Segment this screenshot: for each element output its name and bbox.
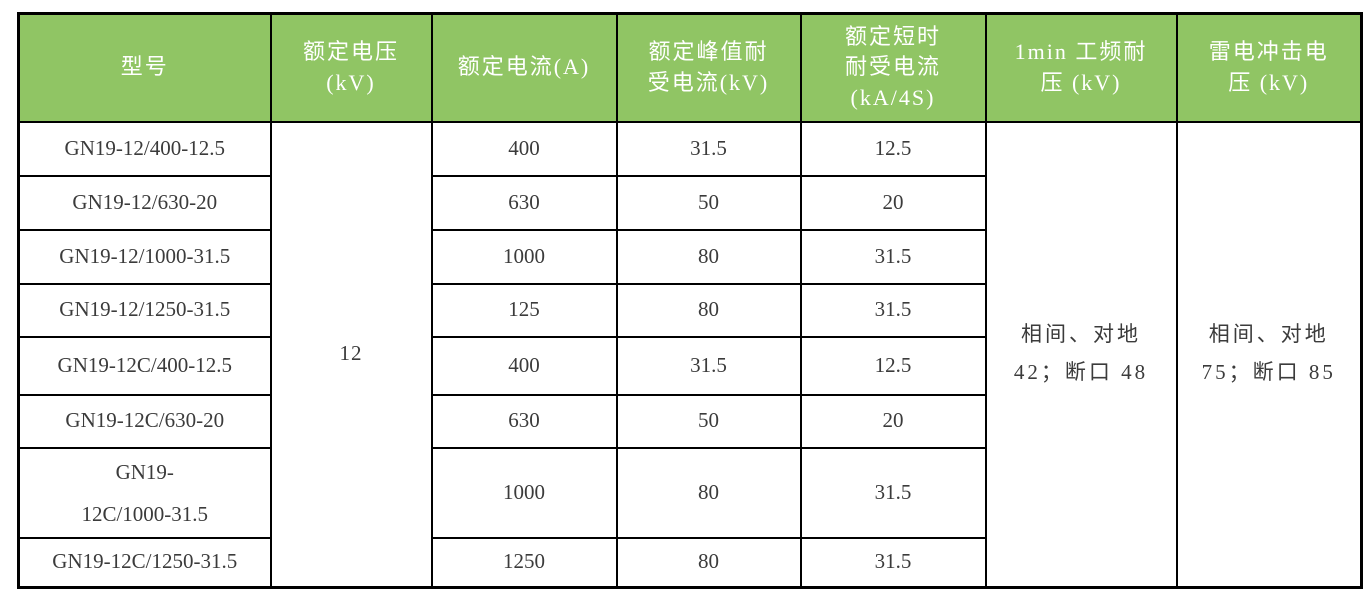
cell-model: GN19-12/630-20 [17,174,272,231]
cell-rated-current: 400 [430,120,618,177]
cell-short-time-withstand: 12.5 [799,335,987,396]
cell-short-time-withstand: 20 [799,393,987,449]
cell-short-time-withstand: 31.5 [799,228,987,285]
cell-short-time-withstand: 31.5 [799,446,987,539]
cell-rated-current: 630 [430,393,618,449]
header-power-frequency-withstand: 1min 工频耐 压 (kV) [984,12,1178,123]
cell-model: GN19-12/1250-31.5 [17,282,272,338]
header-short-time-withstand-current: 额定短时 耐受电流 (kA/4S) [799,12,987,123]
cell-peak-withstand: 80 [615,282,802,338]
header-peak-withstand-current: 额定峰值耐 受电流(kV) [615,12,802,123]
header-model: 型号 [17,12,272,123]
header-rated-current: 额定电流(A) [430,12,618,123]
cell-power-frequency-merged: 相间、对地 42；断口 48 [984,120,1178,589]
cell-rated-current: 125 [430,282,618,338]
cell-rated-voltage-merged: 12 [269,120,433,589]
cell-peak-withstand: 31.5 [615,335,802,396]
cell-rated-current: 1250 [430,536,618,589]
cell-short-time-withstand: 31.5 [799,536,987,589]
table-row: GN19-12/400-12.5 12 400 31.5 12.5 相间、对地 … [17,120,1363,589]
cell-rated-current: 1000 [430,228,618,285]
cell-peak-withstand: 50 [615,393,802,449]
table-row: GN19- 12C/1000-31.5 1000 80 31.5 [17,446,1362,539]
header-row: 型号 额定电压 (kV) 额定电流(A) 额定峰值耐 受电流(kV) 额定短时 … [17,12,1363,123]
cell-model: GN19- 12C/1000-31.5 [17,446,272,539]
cell-model: GN19-12C/630-20 [17,393,272,449]
table-row: GN19-12/630-20 630 50 20 [17,174,1362,231]
cell-rated-current: 400 [430,335,618,396]
cell-peak-withstand: 80 [615,536,802,589]
header-rated-voltage: 额定电压 (kV) [269,12,433,123]
cell-model: GN19-12C/400-12.5 [17,335,272,396]
table-row: GN19-12C/630-20 630 50 20 [17,393,1362,449]
cell-short-time-withstand: 20 [799,174,987,231]
table-row: GN19-12/1000-31.5 1000 80 31.5 [17,228,1362,285]
cell-short-time-withstand: 31.5 [799,282,987,338]
table-row: GN19-12C/400-12.5 400 31.5 12.5 [17,335,1362,396]
cell-model: GN19-12/400-12.5 [17,120,272,177]
cell-rated-current: 630 [430,174,618,231]
spec-table-container: 型号 额定电压 (kV) 额定电流(A) 额定峰值耐 受电流(kV) 额定短时 … [17,12,1363,589]
table-row: GN19-12C/1250-31.5 1250 80 31.5 [17,536,1362,589]
cell-model: GN19-12/1000-31.5 [17,228,272,285]
cell-peak-withstand: 50 [615,174,802,231]
spec-table: 型号 额定电压 (kV) 额定电流(A) 额定峰值耐 受电流(kV) 额定短时 … [17,12,1363,589]
cell-peak-withstand: 80 [615,446,802,539]
cell-rated-current: 1000 [430,446,618,539]
cell-peak-withstand: 80 [615,228,802,285]
cell-peak-withstand: 31.5 [615,120,802,177]
cell-short-time-withstand: 12.5 [799,120,987,177]
cell-model: GN19-12C/1250-31.5 [17,536,272,589]
table-row: GN19-12/1250-31.5 125 80 31.5 [17,282,1362,338]
cell-lightning-impulse-merged: 相间、对地 75；断口 85 [1175,120,1363,589]
header-lightning-impulse-voltage: 雷电冲击电 压 (kV) [1175,12,1363,123]
